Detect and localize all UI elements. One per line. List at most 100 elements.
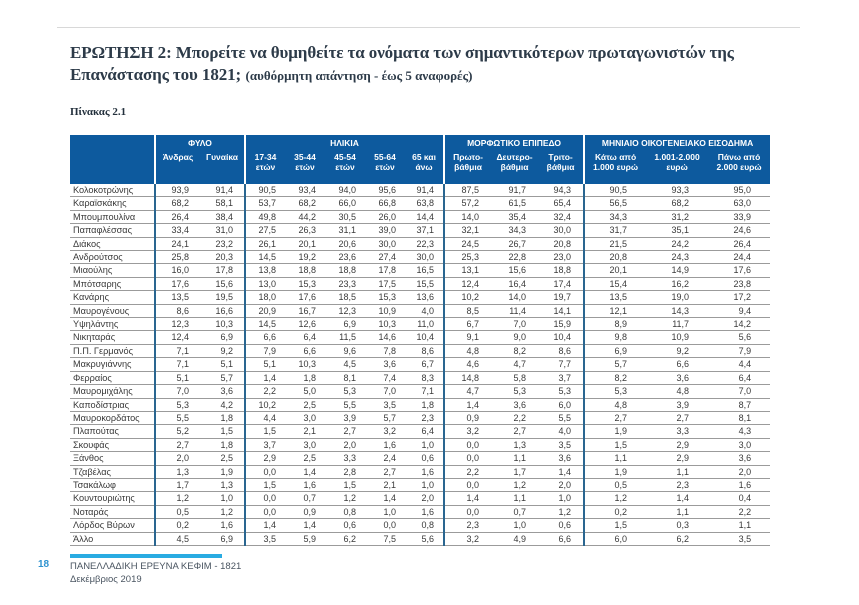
cell-value: 7,0 [491,317,539,332]
row-label: Μπότσαρης [70,277,155,292]
question-subtitle: (αυθόρμητη απάντηση - έως 5 αναφορές) [245,68,473,83]
cell-value: 3,3 [646,424,709,439]
cell-value: 2,2 [443,465,492,479]
cell-value: 3,2 [443,532,492,546]
cell-value: 68,2 [285,196,326,211]
cell-value: 3,0 [708,438,771,453]
cell-value: 2,9 [244,451,286,466]
col-header-income-mid: 1.001-2.000 ευρώ [646,150,709,184]
cell-value: 32,4 [538,210,585,225]
cell-value: 17,5 [365,277,406,292]
row-label: Μαυρομιχάλης [70,384,155,399]
cell-value: 2,5 [285,451,326,466]
cell-value: 5,5 [538,411,585,426]
table-caption: Πίνακας 2.1 [70,106,127,118]
cell-value: 9,6 [325,344,366,359]
cell-value: 27,5 [244,223,286,238]
cell-value: 3,7 [244,438,286,453]
row-label: Διάκος [70,237,155,252]
cell-value: 14,2 [708,317,771,332]
cell-value: 7,4 [365,371,406,386]
cell-value: 10,2 [443,290,492,305]
cell-value: 16,0 [154,263,200,278]
cell-value: 0,8 [405,518,445,533]
table-row: Μιαούλης 16,0 17,8 13,8 18,8 18,8 17,8 16,5 13,1… [70,263,771,278]
cell-value: 13,6 [405,290,445,305]
row-label: Κανάρης [70,290,155,305]
cell-value: 4,8 [583,398,647,412]
cell-value: 35,4 [491,210,539,225]
cell-value: 1,6 [405,505,445,520]
group-header-income: ΜΗΝΙΑΙΟ ΟΙΚΟΓΕΝΕΙΑΚΟ ΕΙΣΟΔΗΜΑ [583,135,771,150]
results-table: ΦΥΛΟ ΗΛΙΚΙΑ ΜΟΡΦΩΤΙΚΟ ΕΠΙΠΕΔΟ ΜΗΝΙΑΙΟ ΟΙ… [70,135,771,546]
cell-value: 14,0 [491,290,539,305]
table-row: Πλαπούτας 5,2 1,5 1,5 2,1 2,7 3,2 6,4 3,2 2,7 4,0 1… [70,424,771,439]
cell-value: 10,9 [646,330,709,345]
cell-value: 91,4 [405,184,445,198]
cell-value: 1,9 [583,465,647,479]
cell-value: 6,4 [708,371,771,386]
cell-value: 2,8 [325,465,366,479]
row-label: Φερραίος [70,371,155,386]
cell-value: 1,1 [646,465,709,479]
table-row: Κολοκοτρώνης 93,9 91,4 90,5 93,4 94,0 95,6 91,4… [70,184,771,198]
cell-value: 10,3 [285,357,326,372]
cell-value: 3,6 [708,451,771,466]
cell-value: 39,0 [365,223,406,238]
cell-value: 0,0 [443,478,492,493]
cell-value: 13,5 [583,290,647,305]
cell-value: 2,7 [154,438,200,453]
table-body: Κολοκοτρώνης 93,9 91,4 90,5 93,4 94,0 95,6 91,4… [70,184,771,546]
cell-value: 3,5 [708,532,771,546]
cell-value: 26,1 [244,237,286,252]
cell-value: 6,0 [538,398,585,412]
row-label: Λόρδος Βύρων [70,518,155,533]
cell-value: 22,8 [491,250,539,265]
cell-value: 23,6 [325,250,366,265]
col-header-edu-secondary: Δευτερο- βάθμια [491,150,539,184]
cell-value: 8,2 [491,344,539,359]
row-label: Τζαβέλας [70,465,155,479]
cell-value: 6,6 [646,357,709,372]
table-row: Ανδρούτσος 25,8 20,3 14,5 19,2 23,6 27,4 30,0 25… [70,250,771,265]
cell-value: 20,6 [325,237,366,252]
cell-value: 24,5 [443,237,492,252]
cell-value: 95,6 [365,184,406,198]
table-row: Μαυροκορδάτος 5,5 1,8 4,4 3,0 3,9 5,7 2,3 0,9 2,2… [70,411,771,426]
cell-value: 3,6 [491,398,539,412]
cell-value: 15,3 [365,290,406,305]
cell-value: 17,8 [365,263,406,278]
cell-value: 13,0 [244,277,286,292]
table-row: Διάκος 24,1 23,2 26,1 20,1 20,6 30,0 22,3 24,5 26… [70,237,771,252]
cell-value: 90,5 [583,184,647,198]
cell-value: 7,8 [365,344,406,359]
cell-value: 4,2 [200,398,246,412]
cell-value: 6,4 [285,330,326,345]
cell-value: 5,3 [154,398,200,412]
row-label: Νοταράς [70,505,155,520]
cell-value: 18,5 [325,290,366,305]
cell-value: 20,9 [244,304,286,319]
cell-value: 3,9 [646,398,709,412]
cell-value: 5,5 [325,398,366,412]
cell-value: 2,1 [285,424,326,439]
row-label: Καραϊσκάκης [70,196,155,211]
cell-value: 91,4 [200,184,246,198]
cell-value: 31,2 [646,210,709,225]
cell-value: 30,0 [405,250,445,265]
cell-value: 1,1 [491,451,539,466]
cell-value: 1,8 [285,371,326,386]
cell-value: 3,2 [443,424,492,439]
cell-value: 91,7 [491,184,539,198]
cell-value: 2,7 [491,424,539,439]
cell-value: 2,5 [285,398,326,412]
cell-value: 14,6 [365,330,406,345]
cell-value: 0,7 [285,491,326,506]
cell-value: 1,8 [405,398,445,412]
cell-value: 4,9 [491,532,539,546]
cell-value: 4,3 [708,424,771,439]
cell-value: 1,6 [285,478,326,493]
col-header-income-high: Πάνω από 2.000 ευρώ [708,150,771,184]
cell-value: 9,0 [491,330,539,345]
row-label: Σκουφάς [70,438,155,453]
